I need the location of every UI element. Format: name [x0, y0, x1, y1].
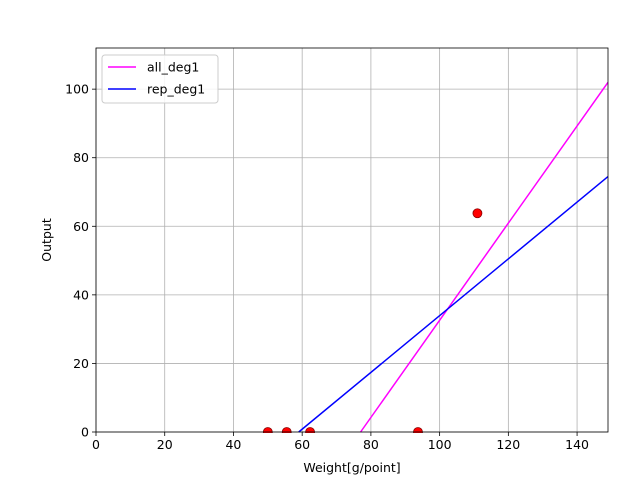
y-tick-label: 0 — [81, 425, 89, 440]
x-tick-label: 60 — [294, 437, 310, 452]
series-line-all-deg1 — [359, 81, 608, 433]
y-tick-label: 80 — [73, 150, 89, 165]
x-tick-label: 40 — [225, 437, 241, 452]
axes-frame — [95, 47, 609, 433]
y-tick-label: 100 — [65, 82, 89, 97]
legend-label-rep-deg1: rep_deg1 — [147, 82, 205, 97]
x-tick-label: 100 — [428, 437, 452, 452]
data-point — [472, 208, 483, 219]
y-tick-label: 60 — [73, 219, 89, 234]
legend-label-all-deg1: all_deg1 — [147, 60, 199, 75]
y-tick-label: 20 — [73, 356, 89, 371]
x-tick-label: 20 — [157, 437, 173, 452]
x-tick-label: 0 — [92, 437, 100, 452]
y-axis-label: Output — [39, 218, 54, 262]
x-tick-label: 140 — [565, 437, 589, 452]
series-line-rep-deg1 — [298, 175, 608, 433]
ticks: 0 20 40 60 80 100 120 140 0 20 40 60 80 100 — [65, 82, 589, 452]
axes-border — [95, 47, 609, 433]
x-tick-label: 80 — [363, 437, 379, 452]
x-axis-label: Weight[g/point] — [303, 460, 400, 475]
x-tick-label: 120 — [496, 437, 520, 452]
legend: all_deg1 rep_deg1 — [101, 54, 219, 104]
y-tick-label: 40 — [73, 287, 89, 302]
